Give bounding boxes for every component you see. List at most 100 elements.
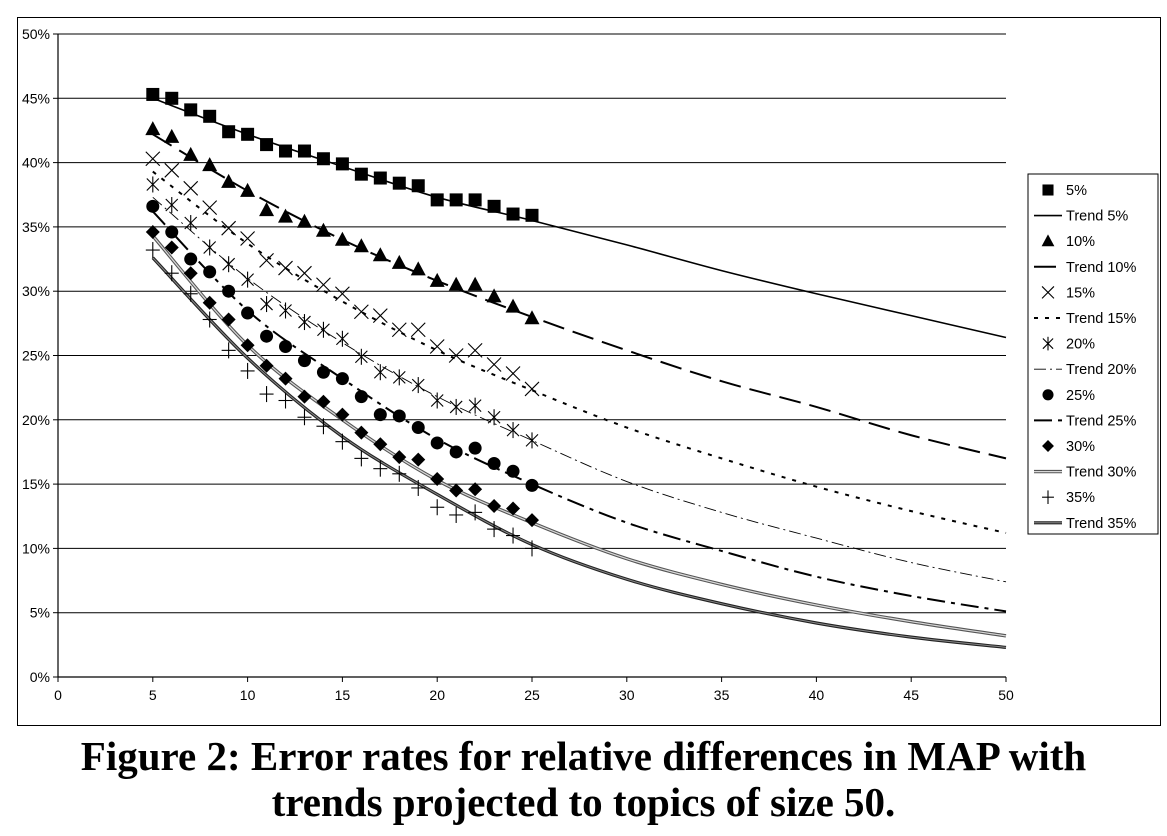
data-point-3-6 (240, 231, 255, 246)
data-point-4-8 (279, 302, 292, 319)
data-point-1-6 (241, 127, 255, 141)
data-point-3-15 (410, 322, 426, 338)
data-point-5-9 (297, 354, 311, 368)
data-point-7-1 (145, 242, 160, 259)
data-point-3-18 (467, 342, 483, 358)
legend-label: Trend 10% (1066, 260, 1136, 276)
data-point-6-18 (468, 482, 483, 497)
data-point-4-16 (430, 392, 444, 409)
legend-marker-5 (1041, 286, 1055, 299)
data-points (145, 87, 540, 557)
data-point-1-1 (146, 87, 160, 101)
trend-line-2 (152, 133, 1007, 460)
data-point-7-4 (202, 311, 217, 328)
data-point-2-2 (164, 128, 180, 143)
data-point-6-8 (278, 371, 293, 386)
trend-lines (151, 97, 1007, 650)
data-point-7-10 (316, 418, 331, 435)
data-point-1-12 (354, 167, 368, 181)
data-point-1-9 (297, 144, 311, 158)
x-tick-label: 40 (809, 687, 825, 703)
data-point-4-21 (525, 432, 539, 449)
data-point-6-17 (449, 483, 464, 498)
data-point-2-3 (183, 146, 199, 161)
data-point-3-9 (297, 265, 312, 281)
data-point-1-2 (165, 91, 179, 105)
data-point-3-5 (221, 220, 237, 236)
data-point-5-1 (146, 199, 160, 213)
data-point-6-14 (392, 450, 407, 465)
data-point-4-13 (373, 364, 387, 381)
data-point-3-16 (429, 339, 445, 354)
data-point-1-5 (222, 125, 236, 139)
data-point-3-20 (505, 366, 521, 381)
legend-marker-13 (1042, 490, 1054, 504)
data-point-1-13 (373, 171, 387, 185)
data-point-5-2 (165, 225, 179, 239)
data-point-4-18 (468, 397, 482, 414)
data-point-6-4 (202, 295, 217, 310)
data-point-6-3 (183, 266, 198, 281)
data-point-1-20 (506, 207, 520, 221)
x-tick-label: 15 (335, 687, 351, 703)
data-point-2-20 (505, 298, 521, 313)
data-point-5-7 (260, 329, 274, 343)
data-point-7-13 (373, 460, 388, 477)
data-point-7-15 (411, 479, 426, 496)
data-point-5-13 (373, 408, 387, 422)
trend-line-3 (152, 170, 1007, 534)
data-point-7-21 (525, 540, 539, 557)
data-point-2-7 (259, 202, 275, 217)
y-tick-label: 30% (22, 283, 50, 299)
data-point-1-7 (260, 138, 274, 152)
x-tick-label: 25 (524, 687, 540, 703)
data-point-1-11 (335, 157, 349, 171)
data-point-5-14 (392, 409, 406, 423)
x-tick-label: 20 (429, 687, 445, 703)
data-point-1-19 (487, 199, 501, 213)
data-point-3-4 (202, 200, 218, 215)
data-point-5-12 (354, 390, 368, 404)
data-point-5-3 (184, 252, 198, 266)
data-point-3-1 (145, 151, 161, 167)
data-point-4-6 (241, 271, 254, 288)
data-point-2-9 (296, 213, 312, 228)
data-point-3-7 (259, 252, 274, 268)
data-point-2-15 (410, 261, 426, 276)
x-tick-label: 50 (998, 687, 1014, 703)
y-tick-label: 0% (30, 669, 50, 685)
data-point-6-10 (316, 394, 331, 409)
data-point-5-16 (430, 436, 444, 450)
data-point-2-4 (202, 157, 218, 172)
data-point-6-12 (354, 425, 369, 440)
data-point-6-16 (430, 471, 445, 486)
data-point-6-5 (221, 312, 236, 327)
data-point-3-19 (486, 357, 502, 372)
legend-marker-3 (1041, 234, 1055, 247)
data-point-2-6 (240, 182, 256, 197)
data-point-7-2 (164, 265, 179, 282)
data-point-1-17 (449, 193, 463, 207)
data-point-5-18 (468, 441, 482, 455)
trend-line-7 (152, 257, 1007, 648)
legend-label: Trend 15% (1066, 311, 1136, 327)
data-point-1-14 (392, 176, 406, 190)
data-point-4-17 (449, 398, 463, 415)
y-tick-labels: 0% 5% 10% 15% 20% 25% 30% 35% 40% 45% 50% (22, 26, 50, 685)
data-point-1-8 (279, 144, 293, 158)
y-tick-label: 15% (22, 476, 50, 492)
data-point-2-19 (486, 288, 502, 303)
data-point-7-11 (335, 433, 350, 450)
data-point-4-12 (354, 348, 368, 365)
data-point-1-4 (203, 109, 217, 123)
data-point-2-5 (221, 173, 237, 188)
data-point-2-13 (372, 247, 388, 262)
data-point-2-12 (353, 238, 369, 253)
data-point-7-8 (278, 392, 293, 409)
legend-marker-11 (1042, 440, 1054, 452)
legend-label: Trend 5% (1066, 209, 1128, 225)
data-point-6-6 (240, 338, 255, 353)
legend-box (1027, 173, 1159, 535)
data-point-3-14 (391, 322, 407, 338)
legend-label: 25% (1066, 388, 1095, 404)
